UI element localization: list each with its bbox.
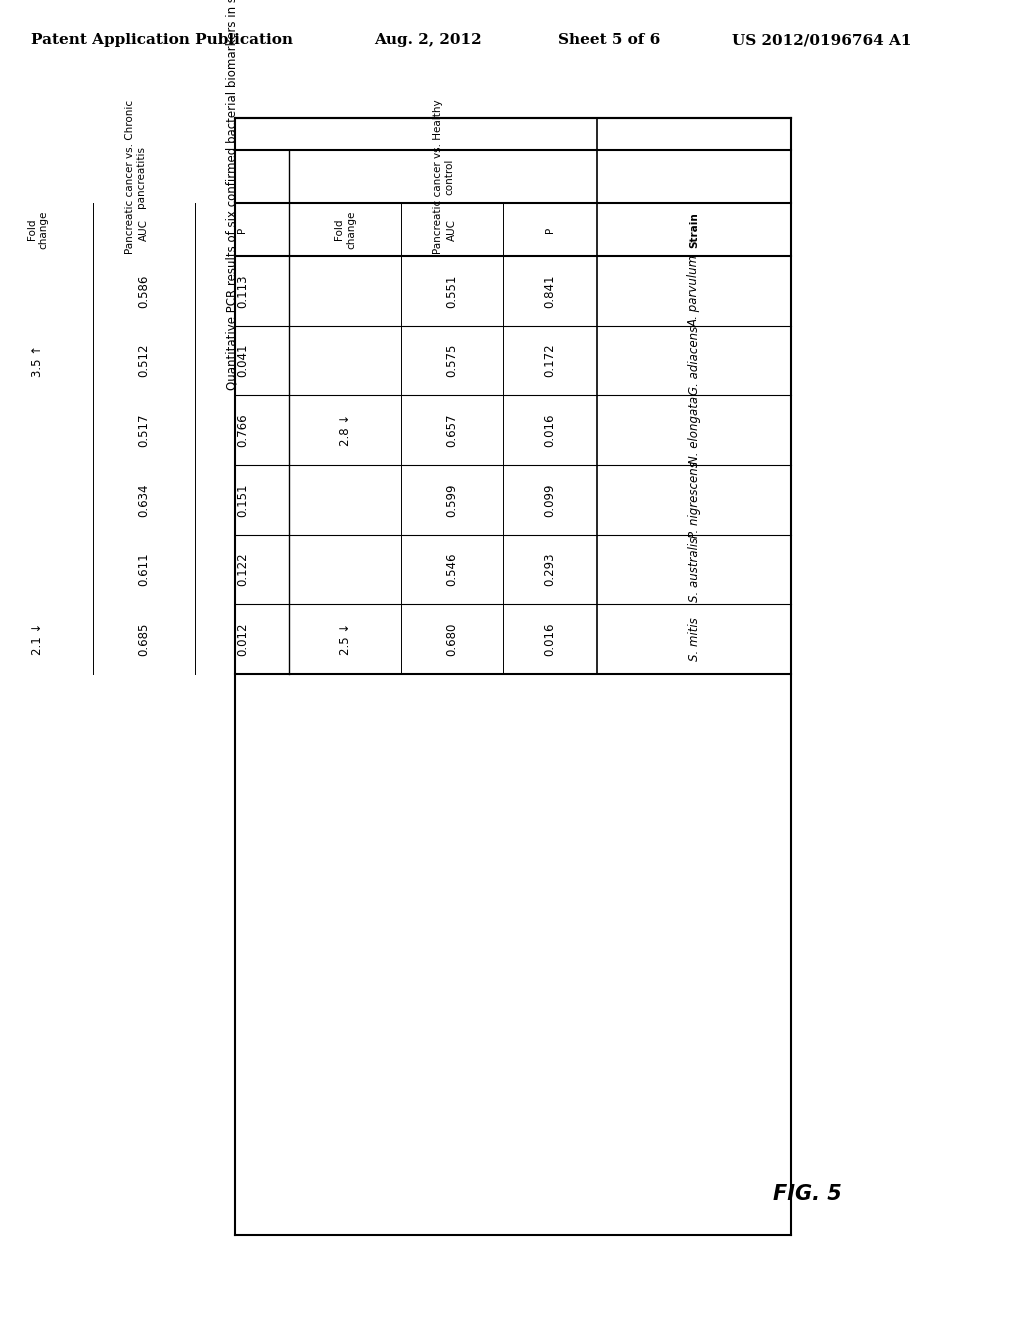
Text: Sheet 5 of 6: Sheet 5 of 6 — [558, 33, 660, 48]
Text: Fold
change: Fold change — [27, 210, 48, 249]
Text: Fold
change: Fold change — [334, 210, 356, 249]
Text: Quantitative PCR results of six confirmed bacterial biomarkers in saliva pellet : Quantitative PCR results of six confirme… — [226, 0, 239, 391]
Text: Aug. 2, 2012: Aug. 2, 2012 — [374, 33, 481, 48]
Text: P. nigrescens: P. nigrescens — [687, 462, 700, 539]
Text: A. parvulum: A. parvulum — [687, 255, 700, 327]
Text: 0.599: 0.599 — [445, 483, 459, 516]
Text: 0.657: 0.657 — [445, 413, 459, 447]
Text: 0.685: 0.685 — [137, 623, 151, 656]
Text: 0.293: 0.293 — [544, 553, 557, 586]
Text: P: P — [545, 227, 555, 232]
Text: FIG. 5: FIG. 5 — [773, 1184, 842, 1204]
Text: AUC: AUC — [139, 219, 150, 240]
Text: 0.546: 0.546 — [445, 553, 459, 586]
Text: 0.575: 0.575 — [445, 345, 459, 378]
Text: 0.113: 0.113 — [236, 275, 249, 308]
Text: 0.041: 0.041 — [236, 345, 249, 378]
Text: 2.8 ↓: 2.8 ↓ — [339, 414, 351, 446]
Text: 0.766: 0.766 — [236, 413, 249, 447]
Text: AUC: AUC — [446, 219, 457, 240]
Text: N. elongata: N. elongata — [687, 396, 700, 465]
Text: 0.012: 0.012 — [236, 623, 249, 656]
Text: Pancreatic cancer vs. Chronic
pancreatitis: Pancreatic cancer vs. Chronic pancreatit… — [125, 100, 146, 253]
Text: 0.634: 0.634 — [137, 483, 151, 516]
Text: 0.122: 0.122 — [236, 553, 249, 586]
Text: Patent Application Publication: Patent Application Publication — [31, 33, 293, 48]
Text: 0.512: 0.512 — [137, 345, 151, 378]
Text: 0.016: 0.016 — [544, 623, 557, 656]
Text: 0.551: 0.551 — [445, 275, 459, 308]
Text: S. australis: S. australis — [687, 537, 700, 602]
Text: 0.517: 0.517 — [137, 413, 151, 447]
Text: 0.016: 0.016 — [544, 413, 557, 447]
Text: P: P — [238, 227, 248, 232]
Text: Pancreatic cancer vs. Healthy
control: Pancreatic cancer vs. Healthy control — [432, 99, 454, 253]
Text: 0.172: 0.172 — [544, 343, 557, 378]
Text: 2.5 ↓: 2.5 ↓ — [339, 623, 351, 655]
Text: US 2012/0196764 A1: US 2012/0196764 A1 — [732, 33, 911, 48]
Text: 2.1 ↓: 2.1 ↓ — [31, 623, 44, 655]
Text: 3.5 ↑: 3.5 ↑ — [31, 345, 44, 376]
Text: 0.099: 0.099 — [544, 483, 557, 516]
Text: G. adiacens: G. adiacens — [687, 326, 700, 395]
Text: S. mitis: S. mitis — [687, 618, 700, 661]
Text: 0.680: 0.680 — [445, 623, 459, 656]
Text: 0.151: 0.151 — [236, 483, 249, 516]
Text: Strain: Strain — [689, 211, 699, 248]
Text: 0.841: 0.841 — [544, 275, 557, 308]
Text: 0.611: 0.611 — [137, 553, 151, 586]
Text: 0.586: 0.586 — [137, 275, 151, 308]
